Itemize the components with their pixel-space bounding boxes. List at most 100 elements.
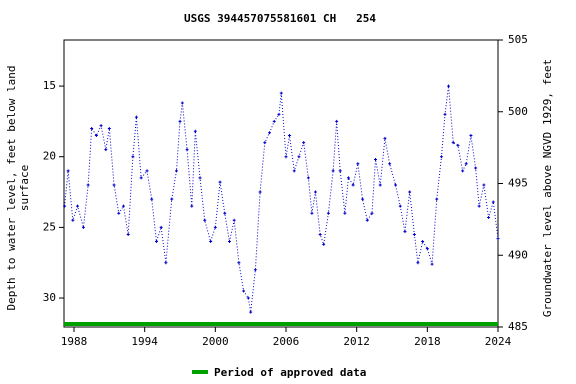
data-point (66, 169, 70, 173)
data-point (477, 204, 481, 208)
y-tick-label: 30 (43, 291, 56, 304)
data-point (139, 176, 143, 180)
data-point (246, 296, 250, 300)
data-point (461, 169, 465, 173)
data-point (94, 134, 98, 138)
x-tick-label: 2000 (202, 335, 229, 348)
data-point (170, 197, 174, 201)
data-point (292, 169, 296, 173)
data-point (154, 240, 158, 244)
y2-axis-label: Groundwater level above NGVD 1929, feet (541, 59, 554, 317)
data-point (107, 126, 111, 130)
data-point (425, 247, 429, 251)
data-point (297, 155, 301, 159)
data-point (272, 119, 276, 123)
y-axis-label: surface (18, 165, 31, 211)
data-point (150, 197, 154, 201)
data-point (335, 119, 339, 123)
y-axis-label: Depth to water level, feet below land (5, 65, 18, 310)
data-point (242, 289, 246, 293)
y-tick-label: 20 (43, 150, 56, 163)
y2-tick-label: 505 (508, 33, 528, 46)
data-point (447, 84, 451, 88)
data-point (338, 169, 342, 173)
data-point (263, 141, 267, 145)
data-point (331, 169, 335, 173)
data-point (356, 162, 360, 166)
data-point (134, 115, 138, 119)
y2-tick-label: 495 (508, 177, 528, 190)
data-point (469, 134, 473, 138)
y2-tick-label: 490 (508, 248, 528, 261)
data-point (435, 197, 439, 201)
data-point (112, 183, 116, 187)
data-point (430, 262, 434, 266)
data-point (190, 204, 194, 208)
data-point (496, 237, 500, 241)
data-point (185, 148, 189, 152)
data-point (388, 162, 392, 166)
y2-tick-label: 500 (508, 105, 528, 118)
data-point (408, 190, 412, 194)
data-point (306, 176, 310, 180)
data-point (491, 200, 495, 204)
data-point (86, 183, 90, 187)
data-point (253, 268, 257, 272)
data-point (180, 101, 184, 105)
data-point (213, 225, 217, 229)
data-point (76, 204, 80, 208)
legend-label: Period of approved data (214, 366, 366, 379)
data-point (121, 204, 125, 208)
data-point (383, 136, 387, 140)
x-tick-label: 2024 (485, 335, 512, 348)
y-tick-label: 15 (43, 79, 56, 92)
data-point (145, 169, 149, 173)
legend-swatch (192, 370, 208, 374)
data-point (218, 180, 222, 184)
data-point (90, 126, 94, 130)
data-point (412, 232, 416, 236)
data-point (464, 162, 468, 166)
data-point (117, 211, 121, 215)
x-tick-label: 2018 (414, 335, 441, 348)
y2-tick-label: 485 (508, 320, 528, 333)
data-point (474, 166, 478, 170)
data-point (279, 91, 283, 95)
approved-period-bar (64, 322, 498, 326)
data-point (159, 225, 163, 229)
data-point (288, 134, 292, 138)
data-point (178, 119, 182, 123)
data-point (343, 211, 347, 215)
data-point (398, 204, 402, 208)
x-tick-label: 1988 (61, 335, 88, 348)
data-point (326, 211, 330, 215)
data-point (71, 218, 75, 222)
data-point (487, 215, 491, 219)
data-point (223, 211, 227, 215)
data-point (302, 141, 306, 145)
data-point (237, 261, 241, 265)
data-point (203, 218, 207, 222)
x-tick-label: 2006 (273, 335, 300, 348)
data-point (443, 112, 447, 116)
series-line (64, 86, 499, 313)
data-point (361, 197, 365, 201)
data-point (439, 155, 443, 159)
data-point (310, 211, 314, 215)
data-point (193, 129, 197, 133)
data-point (451, 141, 455, 145)
data-point (318, 232, 322, 236)
data-point (284, 155, 288, 159)
data-point (164, 261, 168, 265)
data-point (351, 183, 355, 187)
data-point (346, 176, 350, 180)
data-point (370, 211, 374, 215)
chart-title: USGS 394457075581601 CH 254 (184, 12, 376, 25)
data-point (227, 240, 231, 244)
data-point (249, 310, 253, 314)
data-point (277, 112, 281, 116)
plot-frame (63, 39, 499, 328)
data-point (232, 218, 236, 222)
data-point (416, 261, 420, 265)
